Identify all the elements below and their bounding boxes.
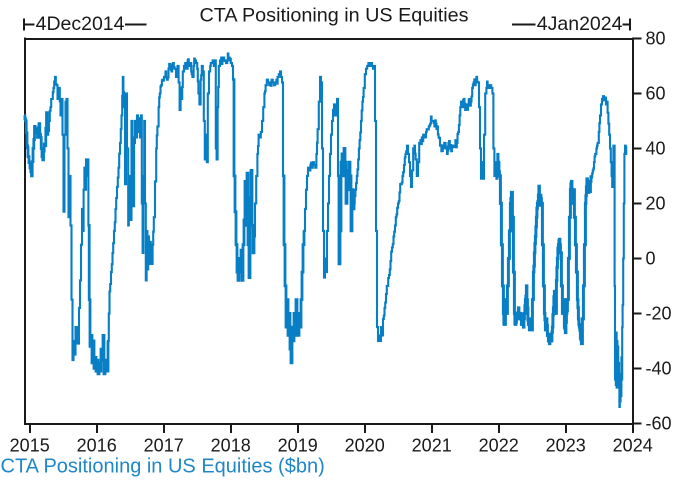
svg-text:20: 20 [646, 194, 666, 214]
svg-text:CTA Positioning in US Equities: CTA Positioning in US Equities [199, 4, 468, 26]
svg-text:0: 0 [646, 249, 656, 269]
svg-text:2019: 2019 [278, 436, 318, 456]
svg-text:60: 60 [646, 84, 666, 104]
svg-text:2015: 2015 [10, 436, 50, 456]
svg-text:2018: 2018 [211, 436, 251, 456]
svg-text:2020: 2020 [345, 436, 385, 456]
svg-text:4Dec2014: 4Dec2014 [36, 13, 125, 35]
svg-text:2022: 2022 [479, 436, 519, 456]
svg-text:-20: -20 [646, 304, 672, 324]
svg-text:4Jan2024: 4Jan2024 [537, 13, 623, 35]
svg-text:-60: -60 [646, 414, 672, 434]
svg-text:2024: 2024 [613, 436, 653, 456]
svg-text:-40: -40 [646, 359, 672, 379]
svg-text:2023: 2023 [546, 436, 586, 456]
svg-text:40: 40 [646, 139, 666, 159]
svg-text:2016: 2016 [77, 436, 117, 456]
svg-text:80: 80 [646, 29, 666, 49]
svg-text:2021: 2021 [412, 436, 452, 456]
svg-text:2017: 2017 [144, 436, 184, 456]
svg-text:CTA Positioning in US Equities: CTA Positioning in US Equities ($bn) [1, 455, 325, 477]
